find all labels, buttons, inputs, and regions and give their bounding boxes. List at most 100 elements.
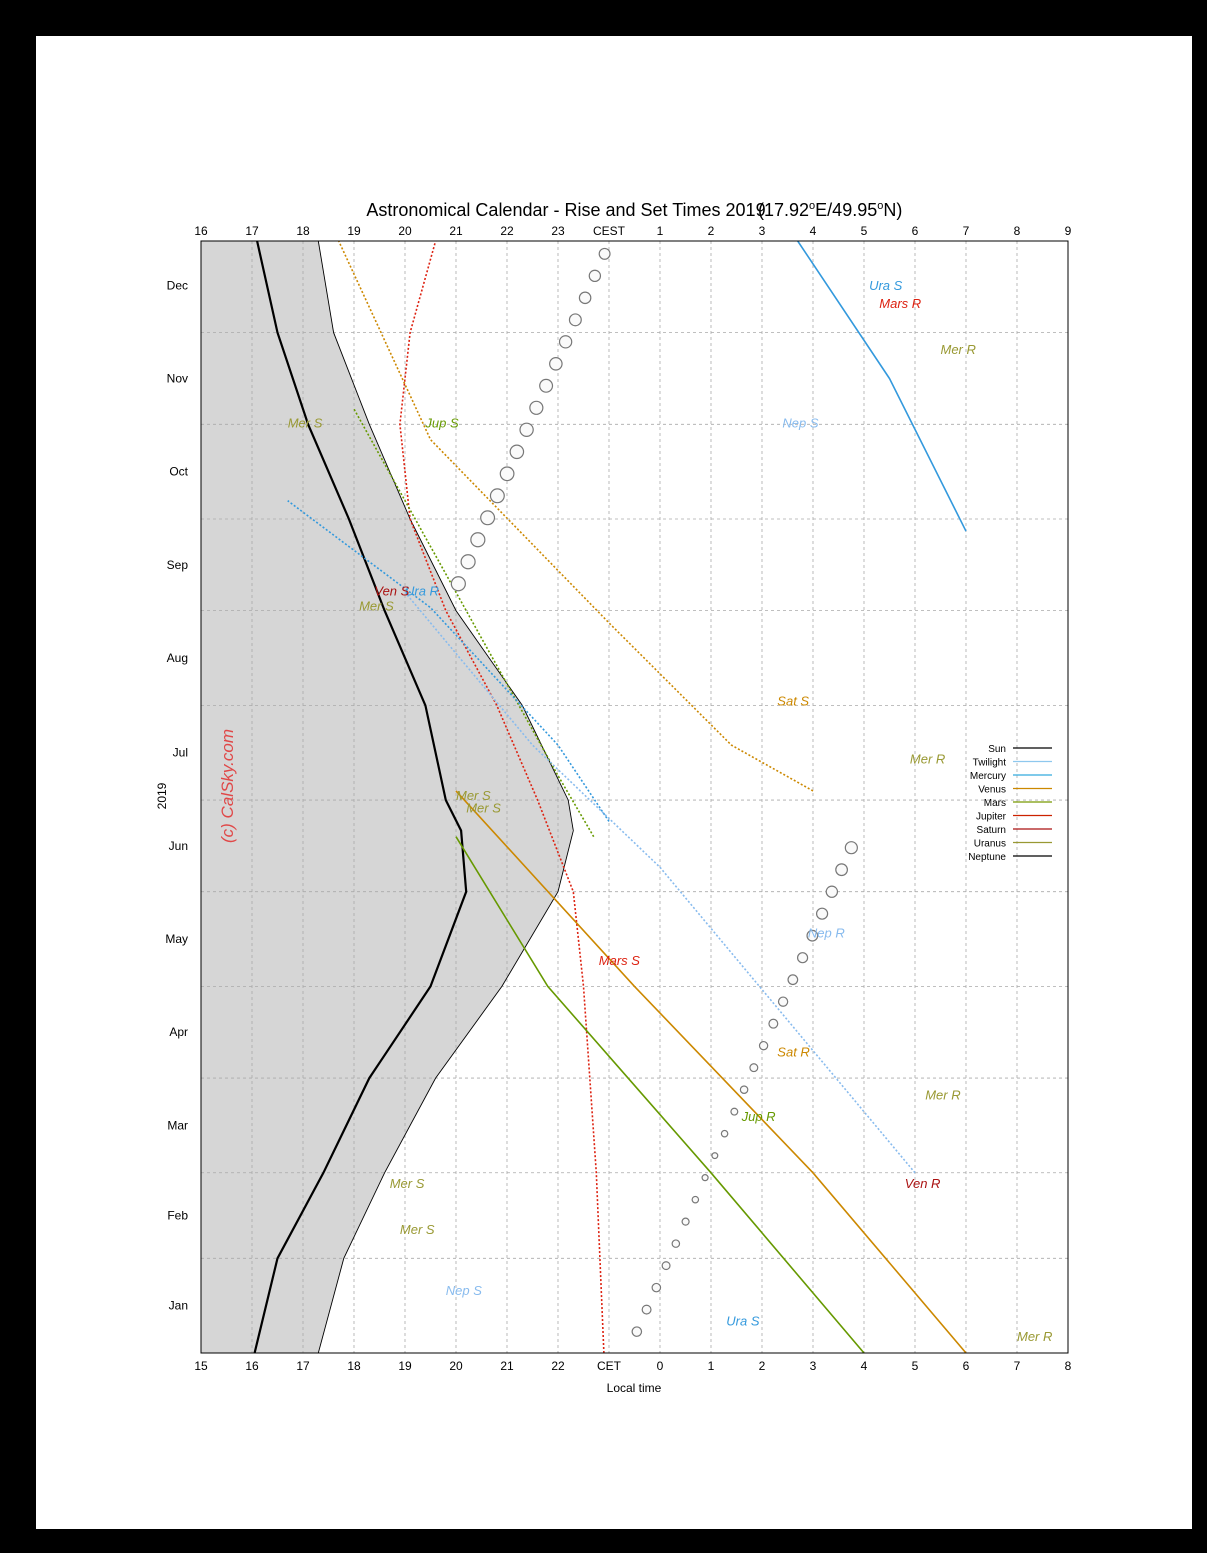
legend-label: Sun [988, 744, 1006, 755]
moon-marker [450, 576, 466, 592]
moon-marker [796, 952, 809, 964]
curve-label: Nep S [782, 415, 818, 430]
curve-label: Mer S [390, 1176, 425, 1191]
curve-label: Ven S [374, 583, 409, 598]
moon-marker [509, 444, 525, 460]
month-tick-label: Sep [167, 558, 189, 572]
curve-label: Sat R [777, 1045, 810, 1060]
curve-jup-s [353, 408, 595, 838]
top-tick-label: CEST [593, 224, 626, 238]
moon-marker [835, 863, 848, 877]
month-tick-label: Jun [169, 839, 188, 853]
legend: Sun Twilight Mercury Venus Mars Jupiter Saturn… [968, 744, 1052, 863]
moon-marker [641, 1304, 652, 1315]
top-tick-label: 21 [449, 224, 463, 238]
curve-label: Ura S [869, 278, 903, 293]
month-tick-label: Mar [167, 1118, 188, 1132]
top-tick-label: 3 [759, 224, 766, 238]
legend-label: Jupiter [976, 812, 1007, 823]
bottom-tick-label: 1 [708, 1359, 715, 1373]
bottom-tick-label: 0 [657, 1359, 664, 1373]
legend-label: Saturn [977, 825, 1006, 836]
curve-label: Ura S [726, 1314, 760, 1329]
curve-label: Mer R [910, 751, 945, 766]
top-tick-label: 20 [398, 224, 412, 238]
moon-marker [825, 885, 839, 898]
moon-marker [480, 510, 496, 526]
top-tick-label: 7 [963, 224, 970, 238]
bottom-tick-label: 20 [449, 1359, 463, 1373]
bottom-tick-label: 17 [296, 1359, 310, 1373]
curve-label: Mer R [941, 342, 976, 357]
moon-marker [749, 1063, 759, 1073]
curve-label: Ura R [405, 583, 439, 598]
chart-page: 16 15 17 16 18 17 19 18 20 19 21 20 22 21 23 22 CEST CET 1… [36, 36, 1192, 1529]
curve-label: Mer R [1017, 1329, 1052, 1344]
bottom-tick-label: 6 [963, 1359, 970, 1373]
curve-label: Mer S [466, 800, 501, 815]
bottom-tick-label: 22 [551, 1359, 565, 1373]
curve-label: Mars S [599, 953, 641, 968]
curve-nep-s [404, 591, 916, 1174]
top-tick-label: 1 [657, 224, 664, 238]
month-tick-label: Dec [167, 278, 188, 292]
moon-marker [470, 532, 486, 548]
month-tick-label: Jul [173, 746, 188, 760]
curve-label: Mer S [456, 788, 491, 803]
curve-label: Nep R [808, 926, 845, 941]
moon-marker [806, 929, 819, 942]
curve-label: Mer R [925, 1087, 960, 1102]
legend-label: Twilight [973, 758, 1007, 769]
curve-ura-r [797, 241, 967, 532]
curve-label: Mer S [400, 1222, 435, 1237]
curve-label: Mer S [359, 599, 394, 614]
month-tick-label: Jan [169, 1299, 188, 1313]
bottom-tick-label: 21 [500, 1359, 514, 1373]
bottom-tick-label: 19 [398, 1359, 412, 1373]
moon-marker [844, 841, 858, 855]
moon-marker [598, 247, 611, 260]
moon-marker [681, 1217, 690, 1226]
curve-label: Sat S [777, 693, 809, 708]
moon-marker [529, 400, 544, 415]
moon-marker [651, 1282, 662, 1293]
curve-sat-r [455, 790, 967, 1353]
legend-label: Venus [978, 785, 1006, 796]
chart-title: Astronomical Calendar - Rise and Set Tim… [366, 200, 765, 220]
curve-sunset [253, 241, 468, 1353]
moon-marker [489, 488, 505, 504]
moon-marker [578, 291, 592, 305]
top-tick-label: 9 [1065, 224, 1072, 238]
moon-marker [777, 996, 789, 1007]
bottom-tick-label: CET [597, 1359, 622, 1373]
curve-jup-r [455, 836, 865, 1353]
bottom-tick-label: 2 [759, 1359, 766, 1373]
curve-label: Ven R [905, 1176, 941, 1191]
top-tick-label: 2 [708, 224, 715, 238]
month-tick-label: Nov [167, 371, 188, 385]
moon-marker [787, 974, 799, 986]
top-tick-label: 18 [296, 224, 310, 238]
moon-marker [661, 1261, 671, 1271]
top-tick-label: 6 [912, 224, 919, 238]
chart-coords: (17.92oE/49.95oN) [758, 200, 902, 220]
y-axis-label: 2019 [155, 782, 169, 809]
curve-ura-s [287, 500, 610, 822]
top-tick-label: 16 [194, 224, 208, 238]
moon-marker [588, 269, 602, 283]
bottom-tick-label: 4 [861, 1359, 868, 1373]
moon-marker [568, 313, 582, 327]
moon-marker [815, 907, 829, 920]
legend-label: Uranus [974, 839, 1006, 850]
top-tick-label: 17 [245, 224, 259, 238]
moon-marker [671, 1239, 681, 1248]
curve-nautical-evening [317, 241, 574, 1353]
curve-label: Jup R [741, 1109, 776, 1124]
moon-marker [768, 1018, 779, 1029]
top-tick-label: 23 [551, 224, 565, 238]
moon-marker [711, 1152, 719, 1160]
moon-marker [539, 378, 554, 393]
month-tick-label: Oct [169, 465, 188, 479]
top-tick-label: 22 [500, 224, 514, 238]
watermark: (c) CalSky.com [218, 729, 237, 843]
